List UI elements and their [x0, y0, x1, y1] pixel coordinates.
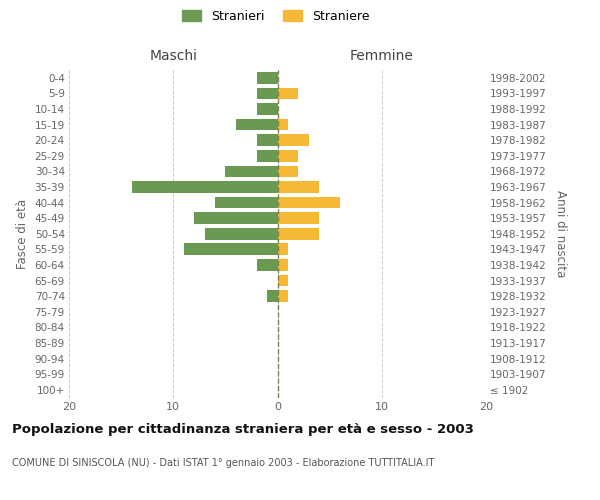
Bar	[277, 88, 298, 99]
Bar	[257, 88, 277, 99]
Text: Maschi: Maschi	[149, 50, 197, 64]
Bar	[277, 259, 288, 271]
Bar	[277, 212, 319, 224]
Text: Femmine: Femmine	[350, 50, 413, 64]
Bar	[277, 274, 288, 286]
Bar	[267, 290, 277, 302]
Bar	[257, 259, 277, 271]
Bar	[277, 134, 309, 146]
Bar	[277, 228, 319, 239]
Bar	[277, 196, 340, 208]
Text: COMUNE DI SINISCOLA (NU) - Dati ISTAT 1° gennaio 2003 - Elaborazione TUTTITALIA.: COMUNE DI SINISCOLA (NU) - Dati ISTAT 1°…	[12, 458, 434, 468]
Y-axis label: Anni di nascita: Anni di nascita	[554, 190, 567, 278]
Bar	[277, 166, 298, 177]
Bar	[184, 244, 277, 255]
Bar	[226, 166, 277, 177]
Bar	[277, 290, 288, 302]
Bar	[236, 118, 277, 130]
Bar	[257, 72, 277, 84]
Bar	[215, 196, 277, 208]
Bar	[257, 150, 277, 162]
Bar	[194, 212, 277, 224]
Bar	[277, 150, 298, 162]
Bar	[257, 134, 277, 146]
Text: Popolazione per cittadinanza straniera per età e sesso - 2003: Popolazione per cittadinanza straniera p…	[12, 422, 474, 436]
Bar	[277, 118, 288, 130]
Bar	[205, 228, 277, 239]
Bar	[277, 181, 319, 193]
Y-axis label: Fasce di età: Fasce di età	[16, 198, 29, 269]
Bar	[131, 181, 277, 193]
Bar	[257, 103, 277, 115]
Legend: Stranieri, Straniere: Stranieri, Straniere	[179, 6, 373, 26]
Bar	[277, 244, 288, 255]
